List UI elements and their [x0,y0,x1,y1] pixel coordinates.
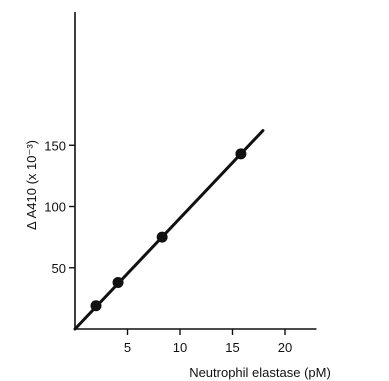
fit-line [73,129,265,331]
fit-line-group [73,129,265,331]
y-tick-label-50: 50 [52,261,66,276]
axes [74,12,317,330]
y-tick-label-150: 150 [44,138,66,153]
x-tick-label-20: 20 [278,340,292,355]
y-axis-label: Δ A410 (x 10⁻³) [24,140,39,230]
data-point-1 [90,300,102,312]
x-tick-label-5: 5 [124,340,131,355]
x-tick-label-10: 10 [173,340,187,355]
ticks: 5 10 15 20 50 100 150 [44,138,292,355]
y-tick-label-100: 100 [44,200,66,215]
data-points [90,148,247,312]
data-point-2 [112,276,124,288]
data-point-4 [235,148,247,160]
x-tick-label-15: 15 [225,340,239,355]
x-axis-label: Neutrophil elastase (pM) [189,365,331,380]
data-point-3 [156,231,168,243]
